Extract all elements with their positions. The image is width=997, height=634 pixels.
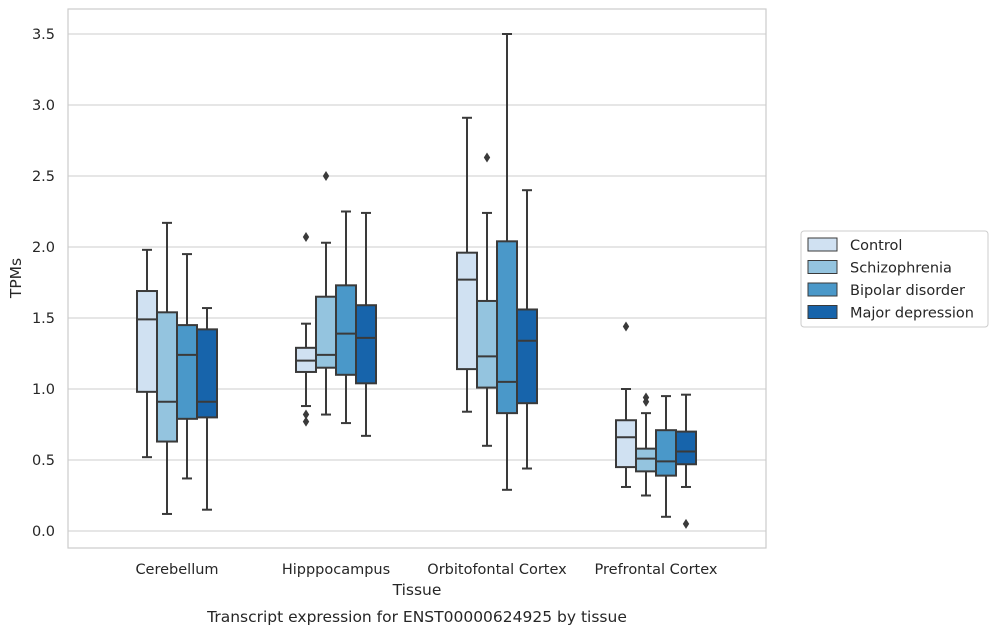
legend-frame	[800, 230, 989, 328]
x-axis-label: Tissue	[392, 581, 442, 599]
legend-label: Bipolar disorder	[850, 283, 965, 299]
box-group	[136, 248, 158, 459]
box-group	[675, 393, 697, 529]
box-group	[355, 211, 377, 437]
box-iqr	[456, 251, 478, 371]
box-iqr	[615, 419, 637, 469]
plot-frame	[67, 8, 767, 549]
legend-label: Major depression	[850, 306, 974, 322]
y-tick-label: 2.5	[32, 169, 55, 185]
legend-swatch	[807, 305, 838, 319]
y-tick-label: 1.0	[32, 382, 55, 398]
outlier-point	[302, 409, 310, 420]
outlier-point	[322, 171, 330, 181]
box-group	[295, 232, 317, 427]
outlier-point	[483, 152, 491, 163]
box-iqr	[136, 290, 158, 393]
box-iqr	[355, 304, 377, 385]
outlier-point	[682, 518, 690, 529]
x-tick-label: Hipppocampus	[282, 562, 390, 578]
y-tick-label: 3.5	[32, 27, 55, 43]
boxes	[136, 33, 697, 529]
box-iqr	[476, 299, 498, 389]
figure-caption: Transcript expression for ENST0000062492…	[206, 608, 627, 626]
outlier-point	[302, 232, 310, 243]
box-iqr	[176, 324, 198, 420]
box-iqr	[496, 240, 518, 415]
legend-label: Schizophrenia	[850, 261, 952, 277]
outlier-point	[642, 396, 650, 407]
x-tick-label: Prefrontal Cortex	[595, 562, 718, 578]
y-tick-label: 0.5	[32, 453, 55, 469]
box-iqr	[335, 284, 357, 376]
legend: Control Schizophrenia Bipolar disorder Majo…	[800, 230, 989, 328]
outlier-point	[302, 416, 310, 427]
y-tick-label: 3.0	[32, 98, 55, 114]
y-tick-label: 0.0	[32, 524, 55, 540]
legend-swatch	[807, 282, 838, 297]
box-group	[655, 395, 677, 518]
box-iqr	[655, 429, 677, 477]
box-group	[516, 189, 538, 470]
y-tick-labels: 0.0 0.5 1.0 1.5 2.0 2.5 3.0 3.5	[32, 27, 55, 540]
legend-label: Control	[850, 238, 902, 254]
box-iqr	[315, 295, 337, 369]
y-axis-label: TPMs	[7, 258, 25, 299]
x-tick-label: Orbitofontal Cortex	[427, 562, 567, 578]
outlier-point	[622, 321, 630, 332]
x-tick-labels: Cerebellum Hipppocampus Orbitofontal Corte…	[135, 562, 717, 578]
box-group	[615, 321, 637, 488]
legend-swatch	[807, 260, 838, 274]
box-iqr	[675, 430, 697, 466]
box-group	[196, 307, 218, 511]
box-iqr	[196, 328, 218, 419]
x-tick-label: Cerebellum	[135, 562, 218, 578]
legend-swatch	[807, 237, 838, 252]
box-iqr	[516, 308, 538, 405]
box-group	[335, 210, 357, 425]
box-iqr	[635, 447, 657, 473]
y-tick-label: 1.5	[32, 311, 55, 327]
box-iqr	[156, 311, 178, 443]
box-group	[315, 171, 337, 416]
box-group	[496, 33, 518, 491]
y-tick-label: 2.0	[32, 240, 55, 256]
